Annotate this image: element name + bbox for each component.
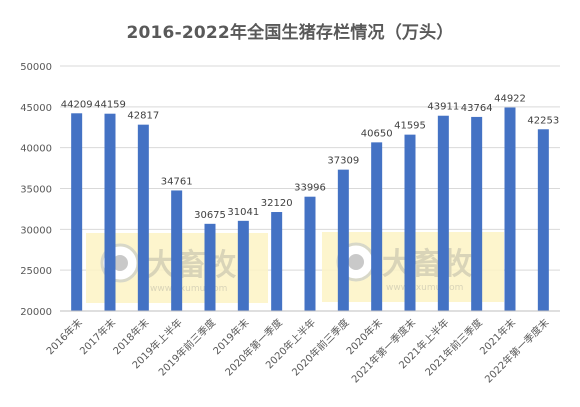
bar (237, 220, 249, 311)
data-label: 42253 (527, 115, 559, 126)
bar (271, 212, 283, 311)
y-tick-label: 35000 (20, 185, 52, 196)
y-tick-label: 40000 (20, 144, 52, 155)
bar (437, 115, 449, 311)
bar (537, 129, 549, 311)
bar (337, 169, 349, 311)
data-label: 33996 (294, 183, 326, 194)
svg-text:www.dxumu.com: www.dxumu.com (150, 284, 227, 294)
data-label: 30675 (194, 210, 226, 221)
data-label: 31041 (227, 207, 259, 218)
y-tick-label: 25000 (20, 266, 52, 277)
bar (137, 124, 149, 311)
data-label: 42817 (127, 111, 159, 122)
bar (471, 116, 483, 311)
data-label: 40650 (361, 128, 393, 139)
y-tick-label: 20000 (20, 307, 52, 318)
data-label: 32120 (261, 198, 293, 209)
data-label: 43911 (427, 102, 459, 113)
data-label: 44922 (494, 93, 526, 104)
svg-text:www.dxumu.com: www.dxumu.com (386, 283, 463, 293)
y-tick-label: 50000 (20, 62, 52, 73)
bar (371, 142, 383, 311)
data-label: 43764 (461, 103, 493, 114)
chart-title: 2016-2022年全国生猪存栏情况（万头） (126, 23, 454, 43)
y-tick-label: 45000 (20, 103, 52, 114)
bar (104, 113, 116, 311)
data-label: 44209 (61, 99, 93, 110)
y-tick-label: 30000 (20, 225, 52, 236)
bar (304, 196, 316, 311)
data-label: 37309 (327, 156, 359, 167)
data-label: 41595 (394, 121, 426, 132)
bar (504, 107, 516, 311)
data-label: 44159 (94, 100, 126, 111)
data-label: 34761 (161, 176, 193, 187)
bar (404, 134, 416, 311)
bar (204, 223, 216, 311)
bar (171, 190, 183, 311)
svg-text:大畜牧: 大畜牧 (382, 247, 473, 282)
svg-text:大畜牧: 大畜牧 (146, 248, 237, 283)
x-tick-label: 2020年第一季度 (222, 316, 285, 379)
bar (71, 113, 83, 311)
x-tick-label: 2021年前三季度 (422, 316, 485, 379)
x-tick-label: 2020年前三季度 (289, 316, 352, 379)
x-tick-label: 2019年前三季度 (156, 316, 219, 379)
